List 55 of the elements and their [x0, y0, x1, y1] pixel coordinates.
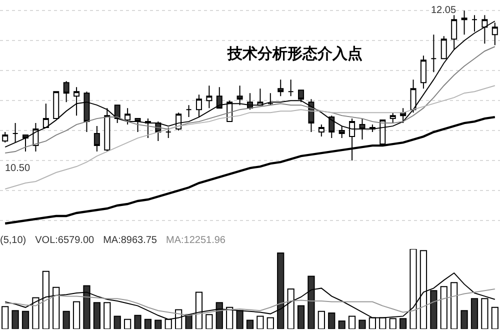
candlestick [63, 80, 70, 103]
text: VOL:6579.00 [35, 235, 94, 246]
candlestick [236, 85, 243, 106]
bar [154, 320, 162, 329]
candlestick [359, 118, 366, 140]
candlestick [12, 122, 18, 144]
bar [134, 314, 142, 329]
candlestick [42, 103, 49, 128]
candlestick [267, 92, 274, 106]
text: MA:12251.96 [166, 235, 226, 246]
candlestick [318, 124, 324, 138]
candlestick [390, 112, 396, 124]
bar [22, 310, 30, 329]
candlestick [410, 79, 416, 114]
bar [144, 318, 152, 329]
text: 10.50 [5, 163, 30, 174]
candlestick [186, 104, 192, 118]
candlestick [196, 94, 202, 118]
bar [246, 320, 254, 329]
candlestick [338, 126, 345, 139]
candlestick [257, 88, 264, 106]
bar [460, 310, 468, 329]
text: MA:8963.75 [103, 235, 157, 246]
bar [62, 310, 70, 329]
bar [12, 310, 19, 329]
candlestick [400, 108, 406, 124]
text: 技术分析形态介入点 [226, 46, 362, 63]
bar [93, 302, 100, 329]
candlestick [440, 36, 447, 60]
candlestick [298, 90, 304, 103]
candlestick [420, 55, 426, 90]
candlestick [134, 118, 141, 133]
bar [114, 316, 121, 329]
bar [328, 312, 336, 329]
bar [297, 305, 305, 329]
candlestick [216, 86, 222, 109]
text: (5,10) [0, 235, 26, 246]
bar [338, 320, 346, 329]
candlestick [278, 79, 284, 97]
candlestick [84, 91, 90, 133]
candlestick [380, 120, 386, 145]
candlestick [53, 91, 60, 120]
candlestick [144, 118, 151, 139]
candlestick [165, 127, 172, 139]
candlestick [124, 108, 131, 126]
candlestick [430, 34, 437, 73]
candlestick [328, 115, 335, 139]
bar [470, 298, 478, 329]
bar [358, 320, 366, 329]
annotation: 12.05 [431, 5, 456, 16]
candlestick [288, 79, 294, 97]
candlestick [206, 85, 212, 109]
candlestick [74, 86, 80, 116]
candlestick [461, 10, 468, 36]
candlestick [94, 126, 100, 152]
